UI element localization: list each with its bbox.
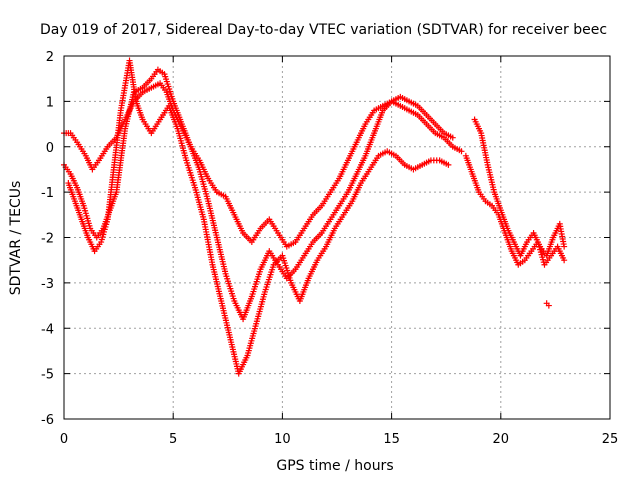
data-point <box>561 243 568 250</box>
y-tick-label: -4 <box>41 322 54 337</box>
x-tick-label: 0 <box>60 432 68 447</box>
y-tick-label: -2 <box>41 232 54 247</box>
y-tick-label: 0 <box>46 141 54 156</box>
x-tick-label: 15 <box>383 432 400 447</box>
series-track-e <box>462 152 568 268</box>
y-tick-label: 2 <box>46 50 54 65</box>
axis-ticks: 0 5 10 15 20 25 -6 -5 -4 -3 -2 -1 0 1 2 <box>41 50 618 447</box>
y-tick-label: -1 <box>41 186 54 201</box>
y-tick-label: 1 <box>46 95 54 110</box>
y-tick-label: -3 <box>41 277 54 292</box>
x-tick-label: 20 <box>493 432 510 447</box>
data-point <box>458 148 465 155</box>
x-axis-title: GPS time / hours <box>276 458 393 474</box>
data-point <box>449 134 456 141</box>
series-isolated <box>543 300 552 309</box>
series-track-c <box>65 57 452 377</box>
x-tick-label: 5 <box>169 432 177 447</box>
data-point <box>445 161 452 168</box>
data-marks <box>61 57 568 377</box>
x-tick-label: 25 <box>602 432 619 447</box>
x-tick-label: 10 <box>274 432 291 447</box>
data-point <box>545 302 552 309</box>
y-tick-label: -6 <box>41 413 54 428</box>
chart-title: Day 019 of 2017, Sidereal Day-to-day VTE… <box>40 22 607 38</box>
y-tick-label: -5 <box>41 368 54 383</box>
data-point <box>561 257 568 264</box>
y-axis-title: SDTVAR / TECUs <box>8 181 24 296</box>
